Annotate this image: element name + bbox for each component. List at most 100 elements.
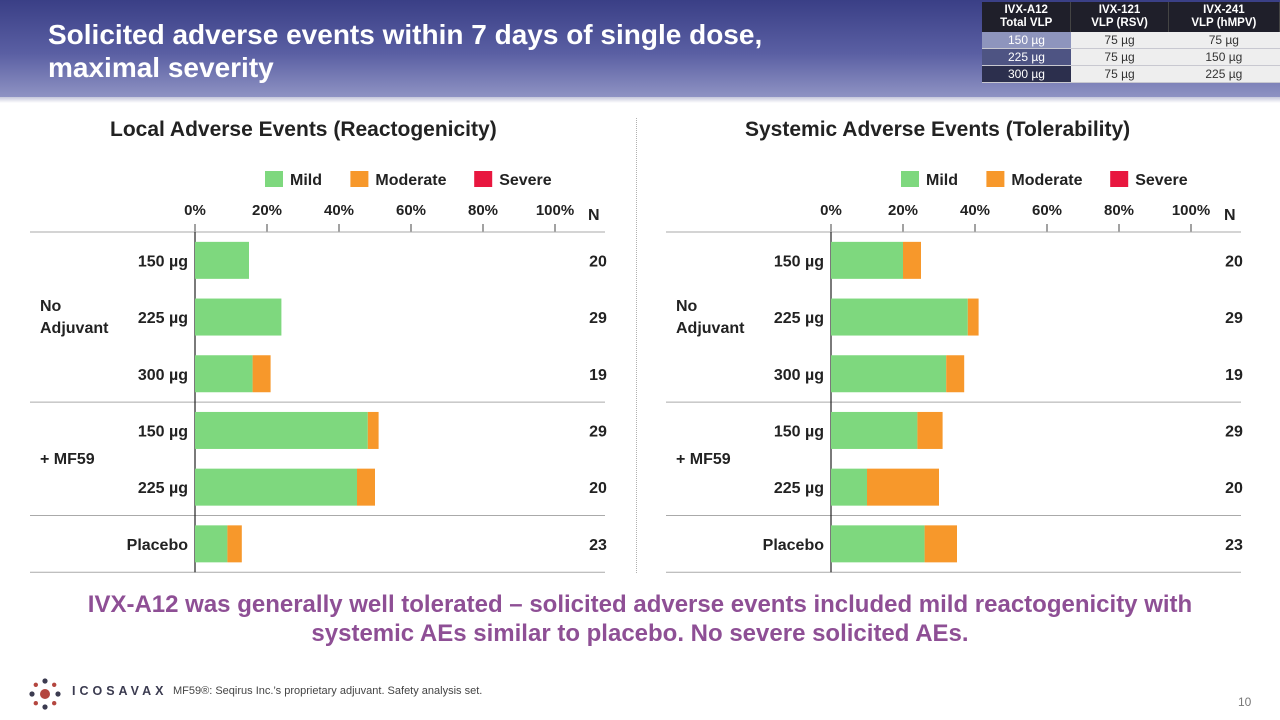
bar-moderate (367, 411, 379, 449)
bar-mild (831, 411, 918, 449)
bar-moderate (357, 468, 375, 506)
bar-mild (831, 355, 947, 393)
bar-moderate (227, 525, 242, 563)
bar-mild (831, 241, 903, 279)
category-label: Placebo (127, 537, 189, 554)
legend-label: Mild (926, 172, 958, 189)
x-tick-label: 20% (252, 202, 282, 219)
dose-cell: 300 µg (982, 65, 1071, 83)
n-value: 29 (1225, 423, 1243, 440)
group-label: Adjuvant (676, 320, 745, 337)
icosavax-logo-icon (29, 678, 61, 710)
category-label: 150 µg (138, 423, 188, 440)
local-adverse-events-chart: Mild Moderate Severe 0% 20% 40% 60% 80% 100% N No A… (30, 171, 607, 573)
systemic-adverse-events-chart: Mild Moderate Severe 0% 20% 40% 60% 80% 100% N No A… (666, 171, 1243, 573)
n-value: 23 (1225, 537, 1243, 554)
group-label: Adjuvant (40, 320, 109, 337)
bar-mild (195, 241, 249, 279)
bar-moderate (946, 355, 965, 393)
legend-swatch-severe (1110, 171, 1129, 187)
bar-mild (831, 468, 867, 506)
group-label: + MF59 (40, 451, 95, 468)
legend-label: Moderate (375, 172, 446, 189)
legend-swatch-severe (474, 171, 493, 187)
dose-table-header-cell: IVX-241 VLP (hMPV) (1168, 2, 1280, 32)
bar-mild (831, 525, 925, 563)
dose-table-row: 300 µg 75 µg 225 µg (982, 65, 1280, 83)
category-label: 225 µg (774, 480, 824, 497)
n-column-header: N (1224, 207, 1236, 224)
slide-title-line-1: Solicited adverse events within 7 days o… (48, 19, 763, 50)
x-tick-label: 40% (324, 202, 354, 219)
slide-title: Solicited adverse events within 7 days o… (48, 18, 828, 84)
panel-divider (636, 118, 637, 573)
bar-mild (195, 298, 282, 336)
n-value: 20 (589, 253, 607, 270)
n-value: 23 (589, 537, 607, 554)
header-line: IVX-241 (1203, 4, 1245, 16)
category-label: 300 µg (138, 367, 188, 384)
dose-cell: 150 µg (1168, 48, 1280, 66)
category-label: 150 µg (138, 253, 188, 270)
dose-table: IVX-A12 Total VLP IVX-121 VLP (RSV) IVX-24… (982, 2, 1280, 83)
bar-moderate (867, 468, 939, 506)
systemic-chart-title: Systemic Adverse Events (Tolerability) (745, 118, 1131, 141)
bar-moderate (967, 298, 979, 336)
header-line: VLP (RSV) (1091, 17, 1148, 29)
dose-cell: 75 µg (1070, 65, 1169, 83)
n-column-header: N (588, 207, 600, 224)
dose-cell: 150 µg (982, 32, 1071, 49)
x-tick-label: 60% (1032, 202, 1062, 219)
dose-table-header: IVX-A12 Total VLP IVX-121 VLP (RSV) IVX-24… (982, 2, 1280, 32)
n-value: 20 (589, 480, 607, 497)
bar-moderate (917, 411, 943, 449)
legend-label: Mild (290, 172, 322, 189)
dose-cell: 225 µg (982, 48, 1071, 66)
legend-label: Moderate (1011, 172, 1082, 189)
x-tick-label: 0% (184, 202, 206, 219)
category-label: 225 µg (138, 310, 188, 327)
page-number: 10 (1238, 695, 1252, 709)
bar-mild (195, 355, 253, 393)
legend-swatch-moderate (350, 171, 369, 187)
dose-table-header-cell: IVX-A12 Total VLP (982, 2, 1072, 32)
x-tick-label: 60% (396, 202, 426, 219)
dose-cell: 225 µg (1168, 65, 1280, 83)
header-line: IVX-121 (1098, 4, 1141, 16)
group-label: + MF59 (676, 451, 731, 468)
bar-moderate (252, 355, 271, 393)
legend-swatch-moderate (986, 171, 1005, 187)
x-tick-label: 40% (960, 202, 990, 219)
header-line: IVX-A12 (1004, 4, 1048, 16)
bar-mild (831, 298, 968, 336)
n-value: 29 (589, 423, 607, 440)
category-label: Placebo (763, 537, 825, 554)
x-tick-label: 80% (468, 202, 498, 219)
bar-mild (195, 525, 228, 563)
n-value: 20 (1225, 253, 1243, 270)
dose-cell: 75 µg (1070, 48, 1169, 66)
dose-cell: 75 µg (1070, 32, 1169, 49)
group-label: No (676, 298, 698, 315)
summary-line-2: systemic AEs similar to placebo. No seve… (311, 620, 969, 647)
category-label: 300 µg (774, 367, 824, 384)
legend-swatch-mild (901, 171, 919, 187)
bar-moderate (924, 525, 957, 563)
logo-wordmark: ICOSAVAX (72, 684, 168, 698)
legend-label: Severe (499, 172, 552, 189)
n-value: 29 (1225, 310, 1243, 327)
summary-statement: IVX-A12 was generally well tolerated – s… (40, 590, 1240, 648)
dose-table-header-cell: IVX-121 VLP (RSV) (1070, 2, 1169, 32)
n-value: 29 (589, 310, 607, 327)
header-shadow (0, 97, 1280, 103)
n-value: 19 (1225, 367, 1243, 384)
dose-table-row: 225 µg 75 µg 150 µg (982, 48, 1280, 66)
legend-swatch-mild (265, 171, 283, 187)
x-tick-label: 80% (1104, 202, 1134, 219)
header-line: Total VLP (1000, 17, 1053, 29)
dose-table-row: 150 µg 75 µg 75 µg (982, 32, 1280, 49)
category-label: 225 µg (138, 480, 188, 497)
dose-cell: 75 µg (1168, 32, 1280, 49)
group-label: No (40, 298, 62, 315)
x-tick-label: 0% (820, 202, 842, 219)
